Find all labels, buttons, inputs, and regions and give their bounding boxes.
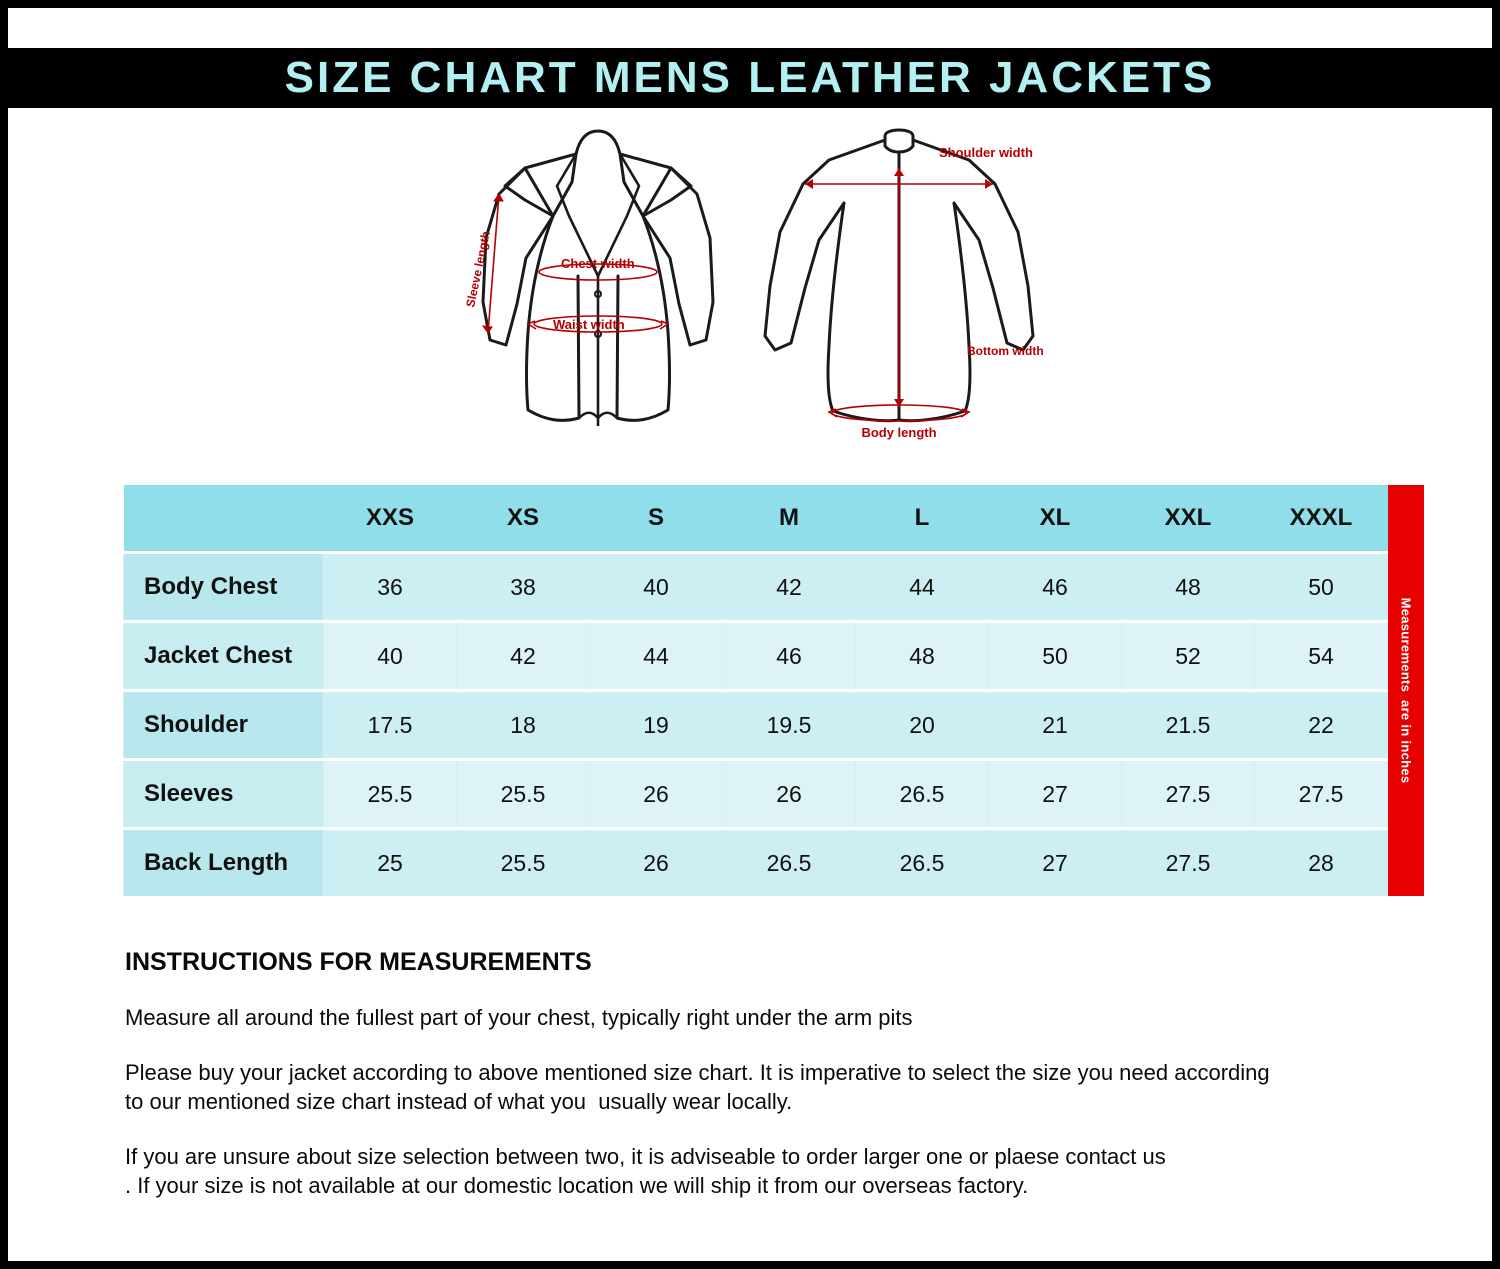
svg-text:Body length: Body length <box>861 425 936 440</box>
svg-text:Sleeve length: Sleeve length <box>463 230 493 309</box>
svg-text:Waist width: Waist width <box>553 317 625 332</box>
svg-text:Bottom width: Bottom width <box>967 344 1044 358</box>
svg-text:Shoulder width: Shoulder width <box>939 145 1033 160</box>
svg-text:Chest width: Chest width <box>561 256 635 271</box>
